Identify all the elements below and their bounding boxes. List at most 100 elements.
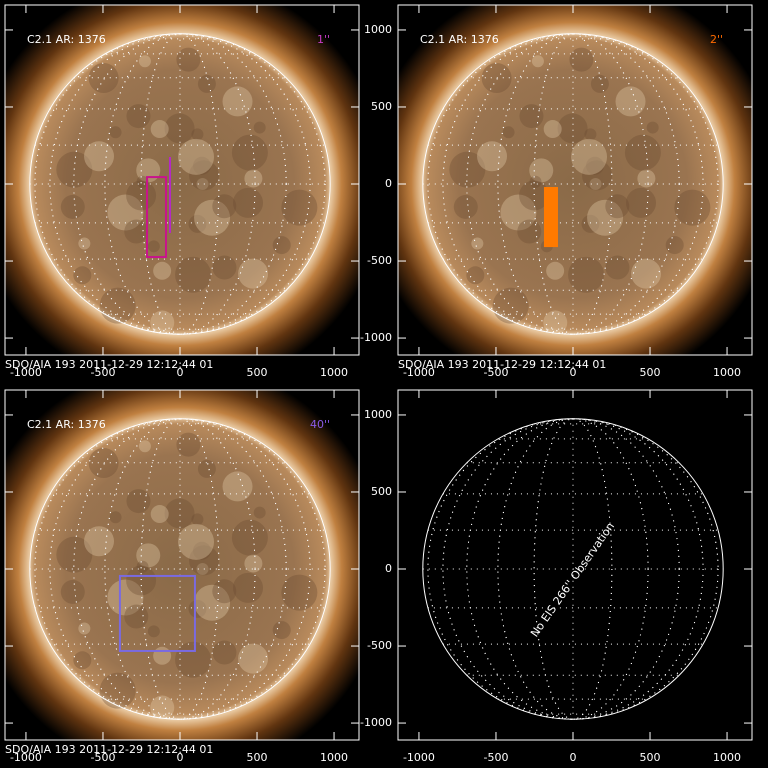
solar-corona — [5, 390, 359, 740]
active-region — [568, 256, 605, 293]
active-region — [531, 55, 544, 68]
active-region — [517, 219, 542, 244]
active-region — [150, 310, 175, 335]
active-region — [624, 134, 661, 171]
active-region — [175, 256, 212, 293]
x-tick-label: 500 — [247, 751, 268, 764]
meridian-line — [466, 33, 680, 335]
panel-footer: SDO/AIA 193 2011-12-29 12:12:44 01 — [5, 743, 213, 756]
active-region — [197, 459, 216, 478]
panel-label: 2'' — [710, 33, 723, 46]
meridian-line — [533, 33, 613, 335]
active-region — [136, 175, 149, 188]
active-region — [153, 646, 172, 665]
active-region — [212, 194, 237, 219]
active-region — [138, 55, 151, 68]
active-region — [615, 86, 646, 117]
panel-footer: SDO/AIA 193 2011-12-29 12:12:44 01 — [398, 358, 606, 371]
active-region — [176, 47, 201, 72]
x-tick-label: -1000 — [10, 751, 42, 764]
active-region — [164, 498, 195, 529]
active-region — [272, 621, 291, 640]
active-region — [238, 643, 269, 674]
active-region — [581, 214, 600, 233]
active-region — [244, 169, 263, 188]
y-tick-label: -500 — [367, 639, 392, 652]
panel-content — [5, 5, 359, 355]
active-region — [164, 113, 195, 144]
frame — [397, 4, 753, 356]
meridian-line — [104, 33, 256, 335]
active-region — [107, 194, 144, 231]
active-region — [233, 572, 264, 603]
active-region — [543, 310, 568, 335]
active-region — [109, 126, 122, 139]
raster-box — [146, 176, 167, 259]
meridian-line — [73, 33, 287, 335]
active-region — [138, 440, 151, 453]
active-region — [543, 120, 562, 139]
active-region — [109, 511, 122, 524]
meridian-line — [466, 418, 680, 720]
y-tick-label: 0 — [385, 562, 392, 575]
active-region — [191, 128, 204, 141]
x-tick-label: 500 — [640, 751, 661, 764]
y-tick-label: 1000 — [364, 23, 392, 36]
solar-corona — [398, 5, 752, 355]
x-tick-label: -500 — [483, 366, 508, 379]
x-tick-label: 0 — [569, 751, 576, 764]
solar-corona — [5, 5, 359, 355]
active-region — [126, 565, 157, 596]
active-region — [126, 489, 151, 514]
meridian-line — [533, 418, 613, 720]
x-tick-label: 1000 — [713, 366, 741, 379]
meridian-line — [497, 418, 649, 720]
active-region — [453, 194, 478, 219]
x-tick-label: 0 — [176, 751, 183, 764]
active-region — [569, 47, 594, 72]
active-region — [88, 447, 119, 478]
meridian-line — [34, 418, 326, 720]
active-region — [605, 255, 630, 280]
active-region — [281, 574, 318, 611]
panel-title: C2.1 AR: 1376 — [420, 33, 499, 46]
active-region — [502, 126, 515, 139]
active-region — [126, 180, 157, 211]
y-tick-label: -500 — [367, 254, 392, 267]
active-region — [557, 113, 588, 144]
active-region — [99, 287, 136, 324]
active-region — [231, 134, 268, 171]
active-region — [147, 240, 160, 253]
x-tick-label: 0 — [176, 366, 183, 379]
active-region — [147, 625, 160, 638]
active-region — [189, 545, 220, 576]
active-region — [78, 622, 91, 635]
x-tick-label: -500 — [90, 366, 115, 379]
active-region — [626, 187, 657, 218]
active-region — [188, 599, 207, 618]
y-tick-label: -1000 — [360, 331, 392, 344]
active-region — [197, 74, 216, 93]
active-region — [492, 287, 529, 324]
frame — [4, 4, 360, 356]
active-region — [191, 513, 204, 526]
panel-title: C2.1 AR: 1376 — [27, 418, 106, 431]
active-region — [605, 194, 630, 219]
active-region — [637, 169, 656, 188]
active-region — [136, 543, 161, 568]
active-region — [150, 695, 175, 720]
active-region — [665, 236, 684, 255]
active-region — [196, 563, 209, 576]
active-region — [222, 86, 253, 117]
active-region — [78, 237, 91, 250]
active-region — [60, 194, 85, 219]
active-region — [272, 236, 291, 255]
active-region — [196, 178, 209, 191]
active-region — [519, 180, 550, 211]
active-region — [244, 554, 263, 573]
x-tick-label: 0 — [569, 366, 576, 379]
active-region — [529, 158, 554, 183]
